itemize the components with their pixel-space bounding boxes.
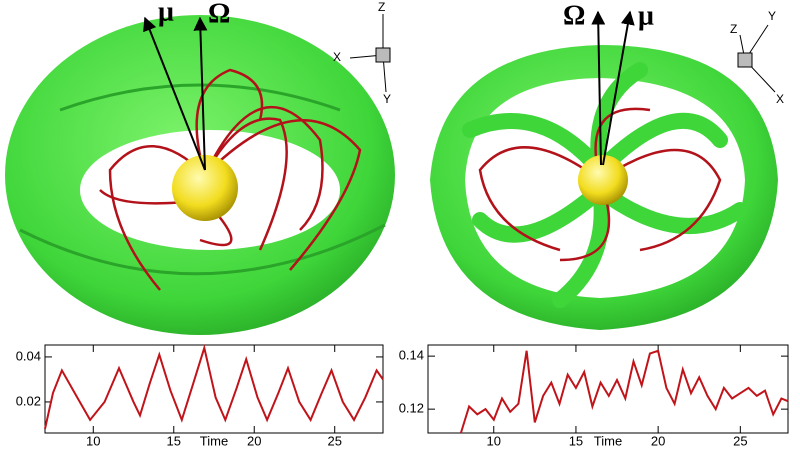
star (172, 155, 238, 221)
line (459, 349, 789, 434)
x-tick-label: 10 (487, 433, 501, 448)
triad-label: Y (768, 9, 776, 23)
triad-label: Y (383, 92, 391, 106)
triad-label: X (776, 92, 784, 106)
x-axis-label: Time (594, 433, 622, 448)
y-tick-label: 0.12 (399, 401, 424, 416)
x-tick-label: 10 (86, 433, 100, 448)
x-tick-label: 20 (651, 433, 665, 448)
shading (59, 83, 341, 112)
plot-frame (44, 344, 384, 434)
x-tick-label: 20 (247, 433, 261, 448)
arrow-label: μ (158, 0, 174, 27)
x-tick-label: 15 (569, 433, 583, 448)
triad-label: Z (378, 0, 385, 14)
line (44, 344, 384, 430)
y-tick-label: 0.04 (16, 348, 41, 363)
left-rendering: μ Ω Z X Y (5, 0, 395, 335)
x-axis-label: Time (200, 433, 228, 448)
arrow (591, 10, 606, 166)
right-rendering: Ω μ Z Y X (430, 0, 784, 330)
arrow-label: μ (638, 0, 654, 31)
arrow-label: Ω (563, 0, 585, 31)
arrow (602, 10, 635, 166)
triad-label: X (333, 50, 341, 64)
arrow-label: Ω (208, 0, 230, 29)
x-tick-label: 25 (733, 433, 747, 448)
arrow (193, 16, 208, 171)
x-tick-label: 25 (327, 433, 341, 448)
star (578, 155, 628, 205)
y-tick-label: 0.14 (399, 348, 424, 363)
torus (5, 15, 395, 335)
triad (349, 14, 391, 93)
triad-label: Z (730, 22, 737, 36)
shading (19, 223, 386, 276)
triad (737, 24, 776, 93)
arrow (143, 16, 206, 171)
plot-frame (427, 344, 789, 434)
x-tick-label: 15 (167, 433, 181, 448)
y-tick-label: 0.02 (16, 393, 41, 408)
spiral-arms (462, 62, 748, 308)
